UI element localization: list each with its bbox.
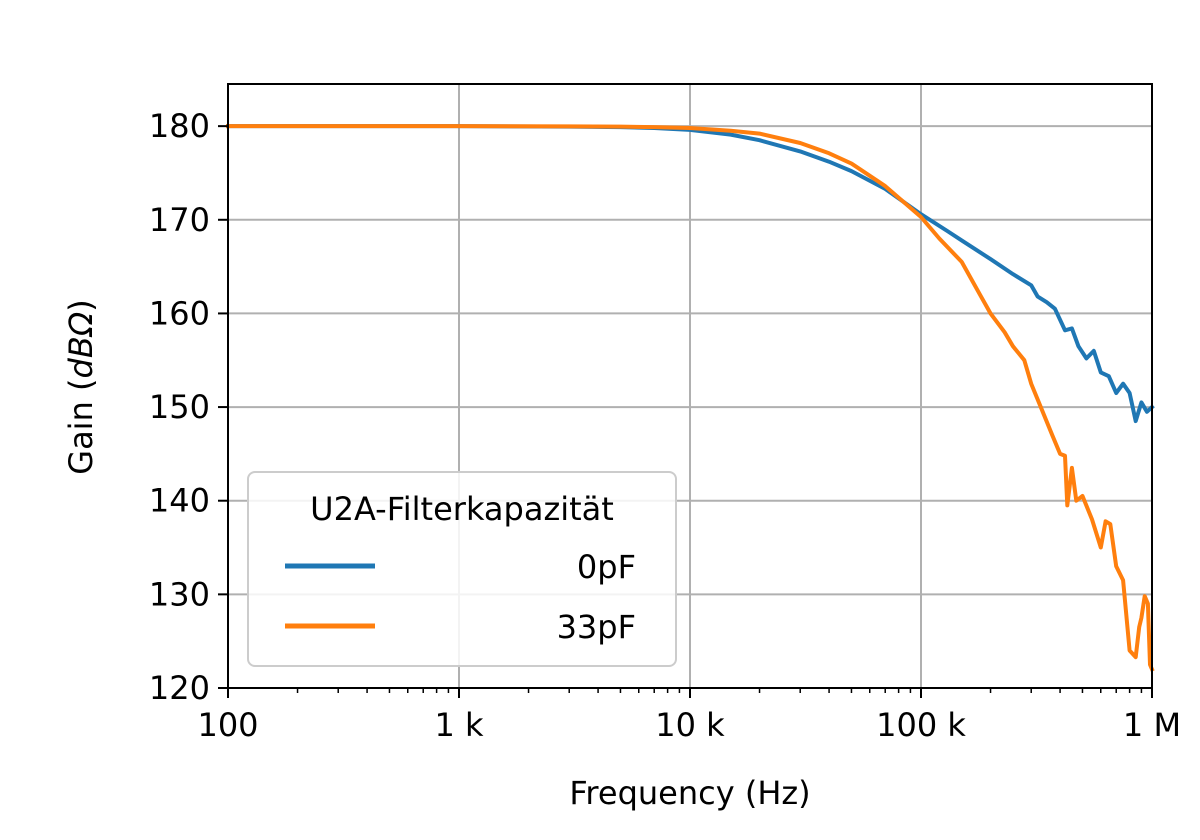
x-tick-label: 1 k — [434, 706, 484, 744]
y-axis-label: Gain (dBΩ) — [62, 299, 100, 474]
tick-marks — [218, 125, 1153, 698]
x-tick-label: 100 k — [876, 706, 966, 744]
x-tick-label: 100 — [197, 706, 258, 744]
tick-labels: 100 1 k 10 k 100 k 1 M 120 130 140 150 160 170 180 — [149, 107, 1181, 744]
legend-box — [247, 471, 677, 667]
legend-title: U2A-Filterkapazität — [310, 490, 614, 528]
y-tick-label: 170 — [149, 201, 210, 239]
x-tick-label: 1 M — [1123, 706, 1181, 744]
legend-label-0pf: 0pF — [577, 548, 636, 586]
series-lines — [226, 124, 1155, 672]
y-tick-label: 140 — [149, 482, 210, 520]
x-tick-label: 10 k — [655, 706, 725, 744]
legend-label-33pf: 33pF — [557, 608, 636, 646]
y-tick-label: 160 — [149, 294, 210, 332]
y-tick-label: 120 — [149, 669, 210, 707]
series-line-0pf — [226, 124, 1155, 424]
series-line-33pf — [226, 124, 1155, 672]
y-tick-label: 180 — [149, 107, 210, 145]
y-tick-label: 130 — [149, 575, 210, 613]
legend: U2A-Filterkapazität 0pF 33pF — [247, 471, 677, 667]
x-axis-label: Frequency (Hz) — [569, 774, 810, 812]
y-tick-label: 150 — [149, 388, 210, 426]
